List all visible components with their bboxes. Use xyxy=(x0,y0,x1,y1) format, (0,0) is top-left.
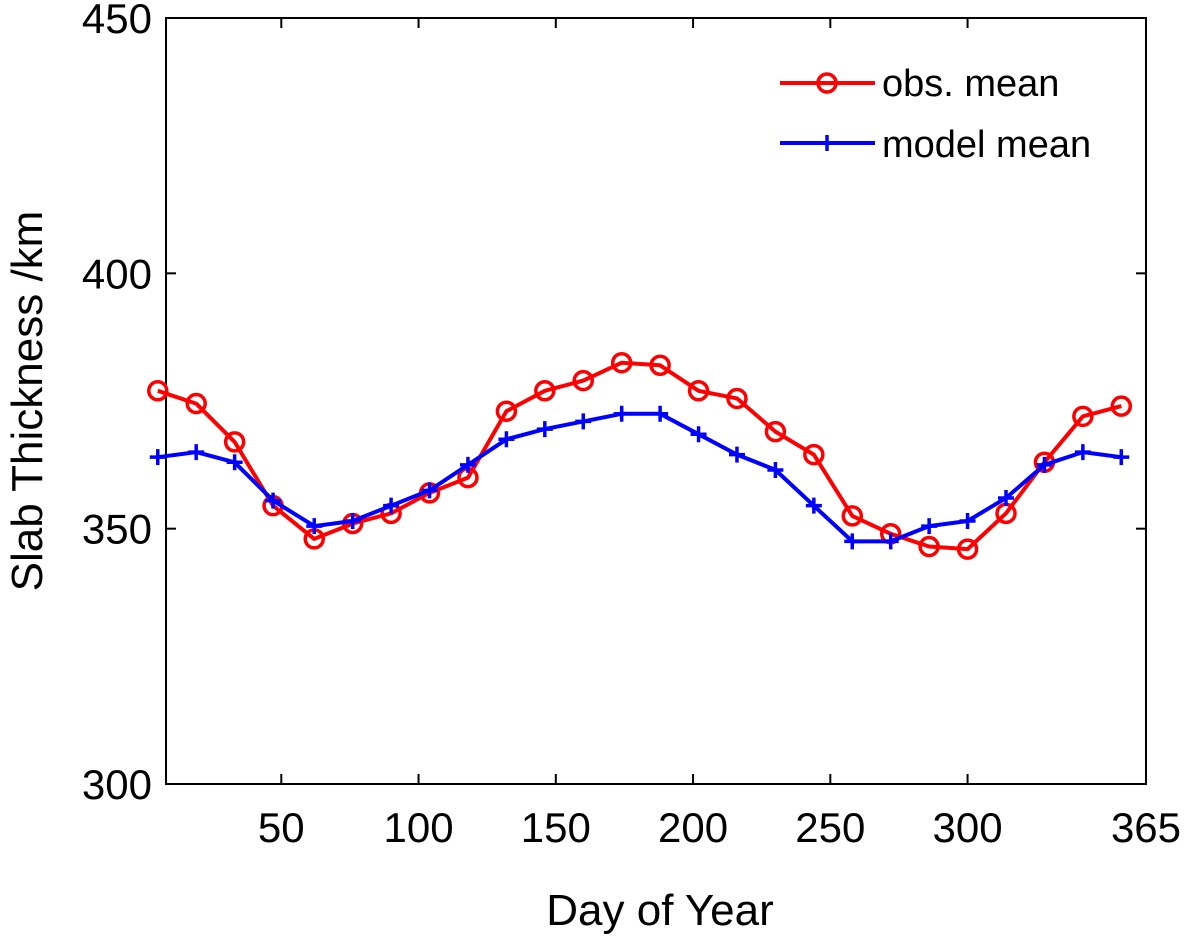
y-tick-label: 450 xyxy=(82,0,152,42)
x-tick-label: 50 xyxy=(258,804,305,851)
data-point-model-mean xyxy=(882,533,899,550)
data-point-obs-mean xyxy=(1072,405,1094,428)
x-tick-label: 250 xyxy=(795,804,865,851)
axis-ticks xyxy=(166,17,1147,785)
legend-obs-label: obs. mean xyxy=(882,63,1059,105)
data-point-model-mean xyxy=(188,444,205,461)
data-point-obs-mean xyxy=(223,431,246,453)
y-tick-label: 300 xyxy=(82,761,152,808)
data-point-model-mean xyxy=(344,513,361,530)
data-point-model-mean xyxy=(652,405,669,422)
data-point-obs-mean xyxy=(610,351,633,374)
data-point-obs-mean xyxy=(687,380,710,402)
legend-model-marker xyxy=(819,135,835,151)
series-line-model-mean xyxy=(157,411,1122,544)
data-point-obs-mean xyxy=(764,420,787,443)
data-point-model-mean xyxy=(844,533,861,550)
x-tick-label: 200 xyxy=(658,804,728,851)
data-point-obs-mean xyxy=(147,380,169,402)
data-point-model-mean xyxy=(383,497,400,514)
data-point-model-mean xyxy=(459,456,476,473)
data-point-model-mean xyxy=(575,413,592,430)
data-point-obs-mean xyxy=(534,380,556,402)
data-point-model-mean xyxy=(536,421,553,438)
data-point-model-mean xyxy=(998,490,1014,507)
data-point-model-mean xyxy=(421,482,438,499)
y-tick-label: 350 xyxy=(82,506,152,553)
series-layer xyxy=(147,351,1133,560)
data-point-model-mean xyxy=(921,518,938,535)
legend-obs-marker xyxy=(816,72,838,94)
x-tick-label: 150 xyxy=(521,804,591,851)
y-axis-title: Slab Thickness /km xyxy=(3,211,52,592)
data-point-obs-mean xyxy=(956,538,979,560)
data-point-model-mean xyxy=(613,405,630,422)
data-point-model-mean xyxy=(767,461,784,478)
data-point-model-mean xyxy=(959,513,976,530)
data-point-model-mean xyxy=(690,426,707,443)
data-point-obs-mean xyxy=(649,354,671,377)
data-point-obs-mean xyxy=(495,400,518,422)
x-tick-label: 365 xyxy=(1111,804,1181,851)
data-point-obs-mean xyxy=(1110,395,1133,417)
y-tick-label: 400 xyxy=(82,250,152,297)
data-point-model-mean xyxy=(1074,444,1091,461)
x-tick-label: 300 xyxy=(933,804,1003,851)
data-point-obs-mean xyxy=(572,369,595,392)
legend-model-label: model mean xyxy=(882,124,1091,166)
data-point-model-mean xyxy=(728,446,745,463)
x-tick-label: 100 xyxy=(384,804,454,851)
data-point-model-mean xyxy=(265,492,282,509)
data-point-model-mean xyxy=(226,454,243,471)
series-line-obs-mean xyxy=(157,360,1122,552)
plot-area-frame xyxy=(165,17,1147,785)
data-point-obs-mean xyxy=(918,535,940,558)
data-point-model-mean xyxy=(498,431,515,448)
legend: obs. mean model mean xyxy=(780,63,1091,166)
data-point-model-mean xyxy=(306,518,323,535)
data-point-obs-mean xyxy=(726,387,748,410)
data-point-obs-mean xyxy=(803,443,825,466)
x-axis-title: Day of Year xyxy=(546,886,774,935)
data-point-model-mean xyxy=(1036,456,1053,473)
tick-labels: 50 100 150 200 250 300 365 300 350 400 450 xyxy=(82,0,1181,851)
data-point-model-mean xyxy=(805,497,822,514)
data-point-model-mean xyxy=(149,449,166,466)
data-point-model-mean xyxy=(1113,449,1130,466)
data-point-obs-mean xyxy=(185,392,207,415)
data-point-obs-mean xyxy=(841,505,864,527)
